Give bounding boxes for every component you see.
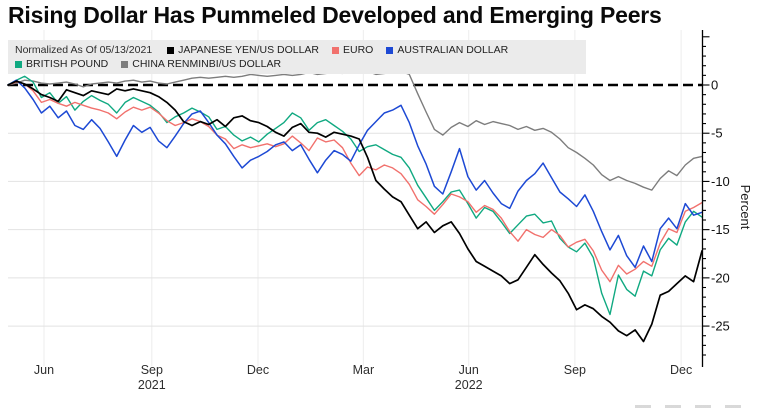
legend-swatch-aud xyxy=(386,47,394,54)
legend-note: Normalized As Of 05/13/2021 xyxy=(15,44,153,56)
chart-title: Rising Dollar Has Pummeled Developed and… xyxy=(8,2,662,28)
y-tick-label: -20 xyxy=(711,270,730,285)
legend-swatch-jpy xyxy=(167,47,175,54)
legend-swatch-cny xyxy=(121,61,129,68)
series-line-jpy xyxy=(7,80,703,343)
legend-swatch-gbp xyxy=(15,61,22,68)
x-tick-label: Jun xyxy=(459,363,479,377)
x-tick-label: Sep xyxy=(141,363,163,377)
y-axis-title: Percent xyxy=(738,185,753,230)
x-tick-label: Jun xyxy=(34,363,54,377)
legend-item-eur: EURO xyxy=(332,44,373,57)
series-line-aud xyxy=(7,79,703,269)
series-line-eur xyxy=(7,81,703,283)
legend-item-cny: CHINA RENMINBI/US DOLLAR xyxy=(121,58,281,71)
x-tick-label: Sep xyxy=(564,363,586,377)
legend-label: EURO xyxy=(343,44,374,56)
y-tick-label: -10 xyxy=(711,174,730,189)
legend-label: JAPANESE YEN/US DOLLAR xyxy=(178,44,319,56)
legend-item-gbp: BRITISH POUND xyxy=(15,58,108,71)
chart-legend: Normalized As Of 05/13/2021 JAPANESE YEN/… xyxy=(8,40,586,74)
x-year-label: 2021 xyxy=(138,378,166,392)
y-tick-label: -25 xyxy=(711,319,730,334)
cropped-watermark-fragment xyxy=(635,405,755,408)
y-tick-label: -15 xyxy=(711,222,730,237)
y-tick-label: -5 xyxy=(711,126,723,141)
x-tick-label: Mar xyxy=(353,363,375,377)
series-line-gbp xyxy=(7,75,703,316)
x-tick-label: Dec xyxy=(670,363,692,377)
legend-label: CHINA RENMINBI/US DOLLAR xyxy=(132,58,282,70)
x-tick-label: Dec xyxy=(247,363,269,377)
legend-item-aud: AUSTRALIAN DOLLAR xyxy=(386,44,508,57)
series-line-cny xyxy=(7,67,703,191)
legend-label: AUSTRALIAN DOLLAR xyxy=(397,44,509,56)
legend-label: BRITISH POUND xyxy=(26,58,109,70)
legend-swatch-eur xyxy=(332,47,339,54)
x-year-label: 2022 xyxy=(455,378,483,392)
legend-item-jpy: JAPANESE YEN/US DOLLAR xyxy=(167,44,319,57)
y-tick-label: 0 xyxy=(711,78,718,93)
